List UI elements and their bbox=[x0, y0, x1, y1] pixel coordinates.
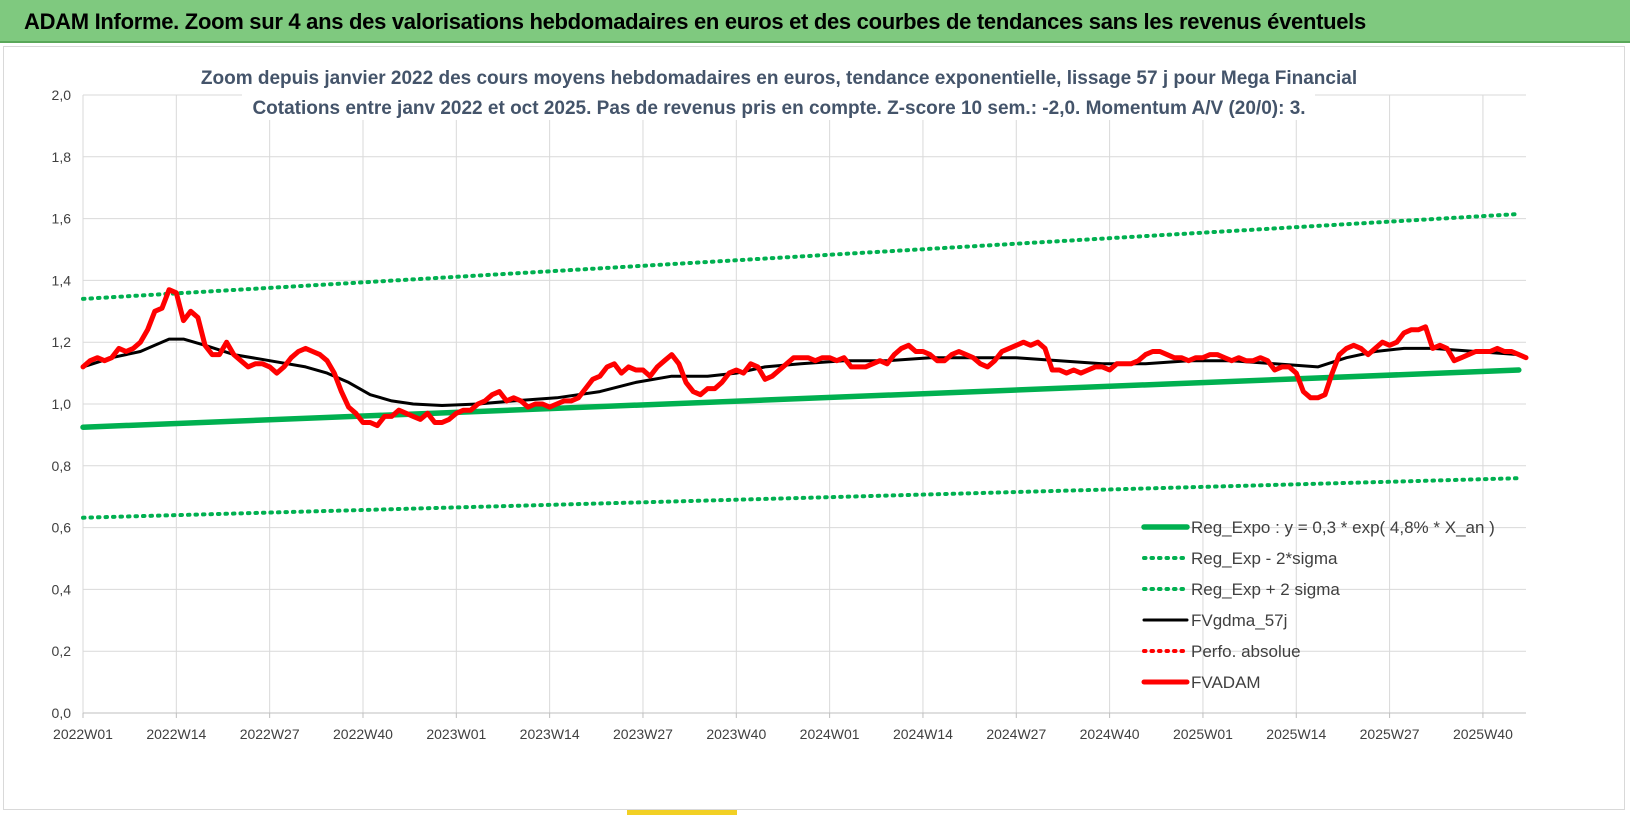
plot-series bbox=[80, 212, 1529, 520]
x-tick-label: 2024W14 bbox=[893, 726, 953, 742]
x-tick-label: 2022W40 bbox=[333, 726, 393, 742]
legend-label: Perfo. absolue bbox=[1191, 642, 1301, 661]
y-tick-label: 1,2 bbox=[52, 334, 72, 350]
legend-label: Reg_Exp - 2*sigma bbox=[1191, 549, 1338, 568]
x-tick-label: 2025W14 bbox=[1266, 726, 1326, 742]
y-tick-label: 1,0 bbox=[52, 396, 72, 412]
series-line-fvadam bbox=[80, 287, 1529, 429]
x-tick-label: 2025W40 bbox=[1453, 726, 1513, 742]
y-tick-label: 0,6 bbox=[52, 520, 72, 536]
chart-svg: 0,0 0,2 0,4 0,6 0,8 1,0 1,2 1,4 1,6 1,8 2,0 2022W01… bbox=[52, 58, 1529, 742]
x-tick-label: 2023W14 bbox=[520, 726, 580, 742]
chart-area: 0,0 0,2 0,4 0,6 0,8 1,0 1,2 1,4 1,6 1,8 2,0 2022W01… bbox=[3, 46, 1625, 810]
x-tick-label: 2022W14 bbox=[146, 726, 206, 742]
title-backdrop bbox=[242, 58, 1315, 120]
x-tick-label: 2022W27 bbox=[240, 726, 300, 742]
x-tick-label: 2025W27 bbox=[1360, 726, 1420, 742]
chart-title-line-1: Zoom depuis janvier 2022 des cours moyen… bbox=[201, 68, 1357, 89]
y-tick-label: 0,2 bbox=[52, 643, 72, 659]
x-tick-label: 2024W27 bbox=[986, 726, 1046, 742]
axes: 0,0 0,2 0,4 0,6 0,8 1,0 1,2 1,4 1,6 1,8 2,0 2022W01… bbox=[52, 87, 1526, 742]
legend-label: FVADAM bbox=[1191, 673, 1261, 692]
x-tick-label: 2023W01 bbox=[426, 726, 486, 742]
page-title: ADAM Informe. Zoom sur 4 ans des valoris… bbox=[24, 9, 1366, 34]
y-tick-label: 1,4 bbox=[52, 272, 72, 288]
y-tick-label: 1,6 bbox=[52, 211, 72, 227]
y-tick-label: 0,0 bbox=[52, 705, 72, 721]
x-tick-label: 2023W40 bbox=[706, 726, 766, 742]
series-line-reg-expo-y-0-3-exp-4-8-x-an bbox=[80, 367, 1522, 430]
y-tick-label: 1,8 bbox=[52, 149, 72, 165]
grid-lines bbox=[82, 94, 1526, 714]
series-line-reg-exp-2-sigma bbox=[81, 212, 1521, 301]
legend-label: FVgdma_57j bbox=[1191, 611, 1287, 630]
x-tick-label: 2023W27 bbox=[613, 726, 673, 742]
legend-label: Reg_Exp + 2 sigma bbox=[1191, 580, 1340, 599]
x-tick-label: 2024W01 bbox=[800, 726, 860, 742]
y-tick-label: 0,8 bbox=[52, 458, 72, 474]
chart-title-line-2: Cotations entre janv 2022 et oct 2025. P… bbox=[252, 98, 1305, 119]
series-line-reg-exp-2-sigma bbox=[81, 476, 1521, 520]
legend: Reg_Expo : y = 0,3 * exp( 4,8% * X_an ) R… bbox=[1141, 518, 1495, 692]
x-tick-label: 2022W01 bbox=[53, 726, 113, 742]
y-tick-label: 0,4 bbox=[52, 581, 72, 597]
bottom-accent-strip bbox=[627, 810, 737, 815]
y-tick-label: 2,0 bbox=[52, 87, 72, 103]
title-banner: ADAM Informe. Zoom sur 4 ans des valoris… bbox=[0, 0, 1630, 43]
legend-label: Reg_Expo : y = 0,3 * exp( 4,8% * X_an ) bbox=[1191, 518, 1495, 537]
x-tick-label: 2025W01 bbox=[1173, 726, 1233, 742]
x-tick-label: 2024W40 bbox=[1080, 726, 1140, 742]
